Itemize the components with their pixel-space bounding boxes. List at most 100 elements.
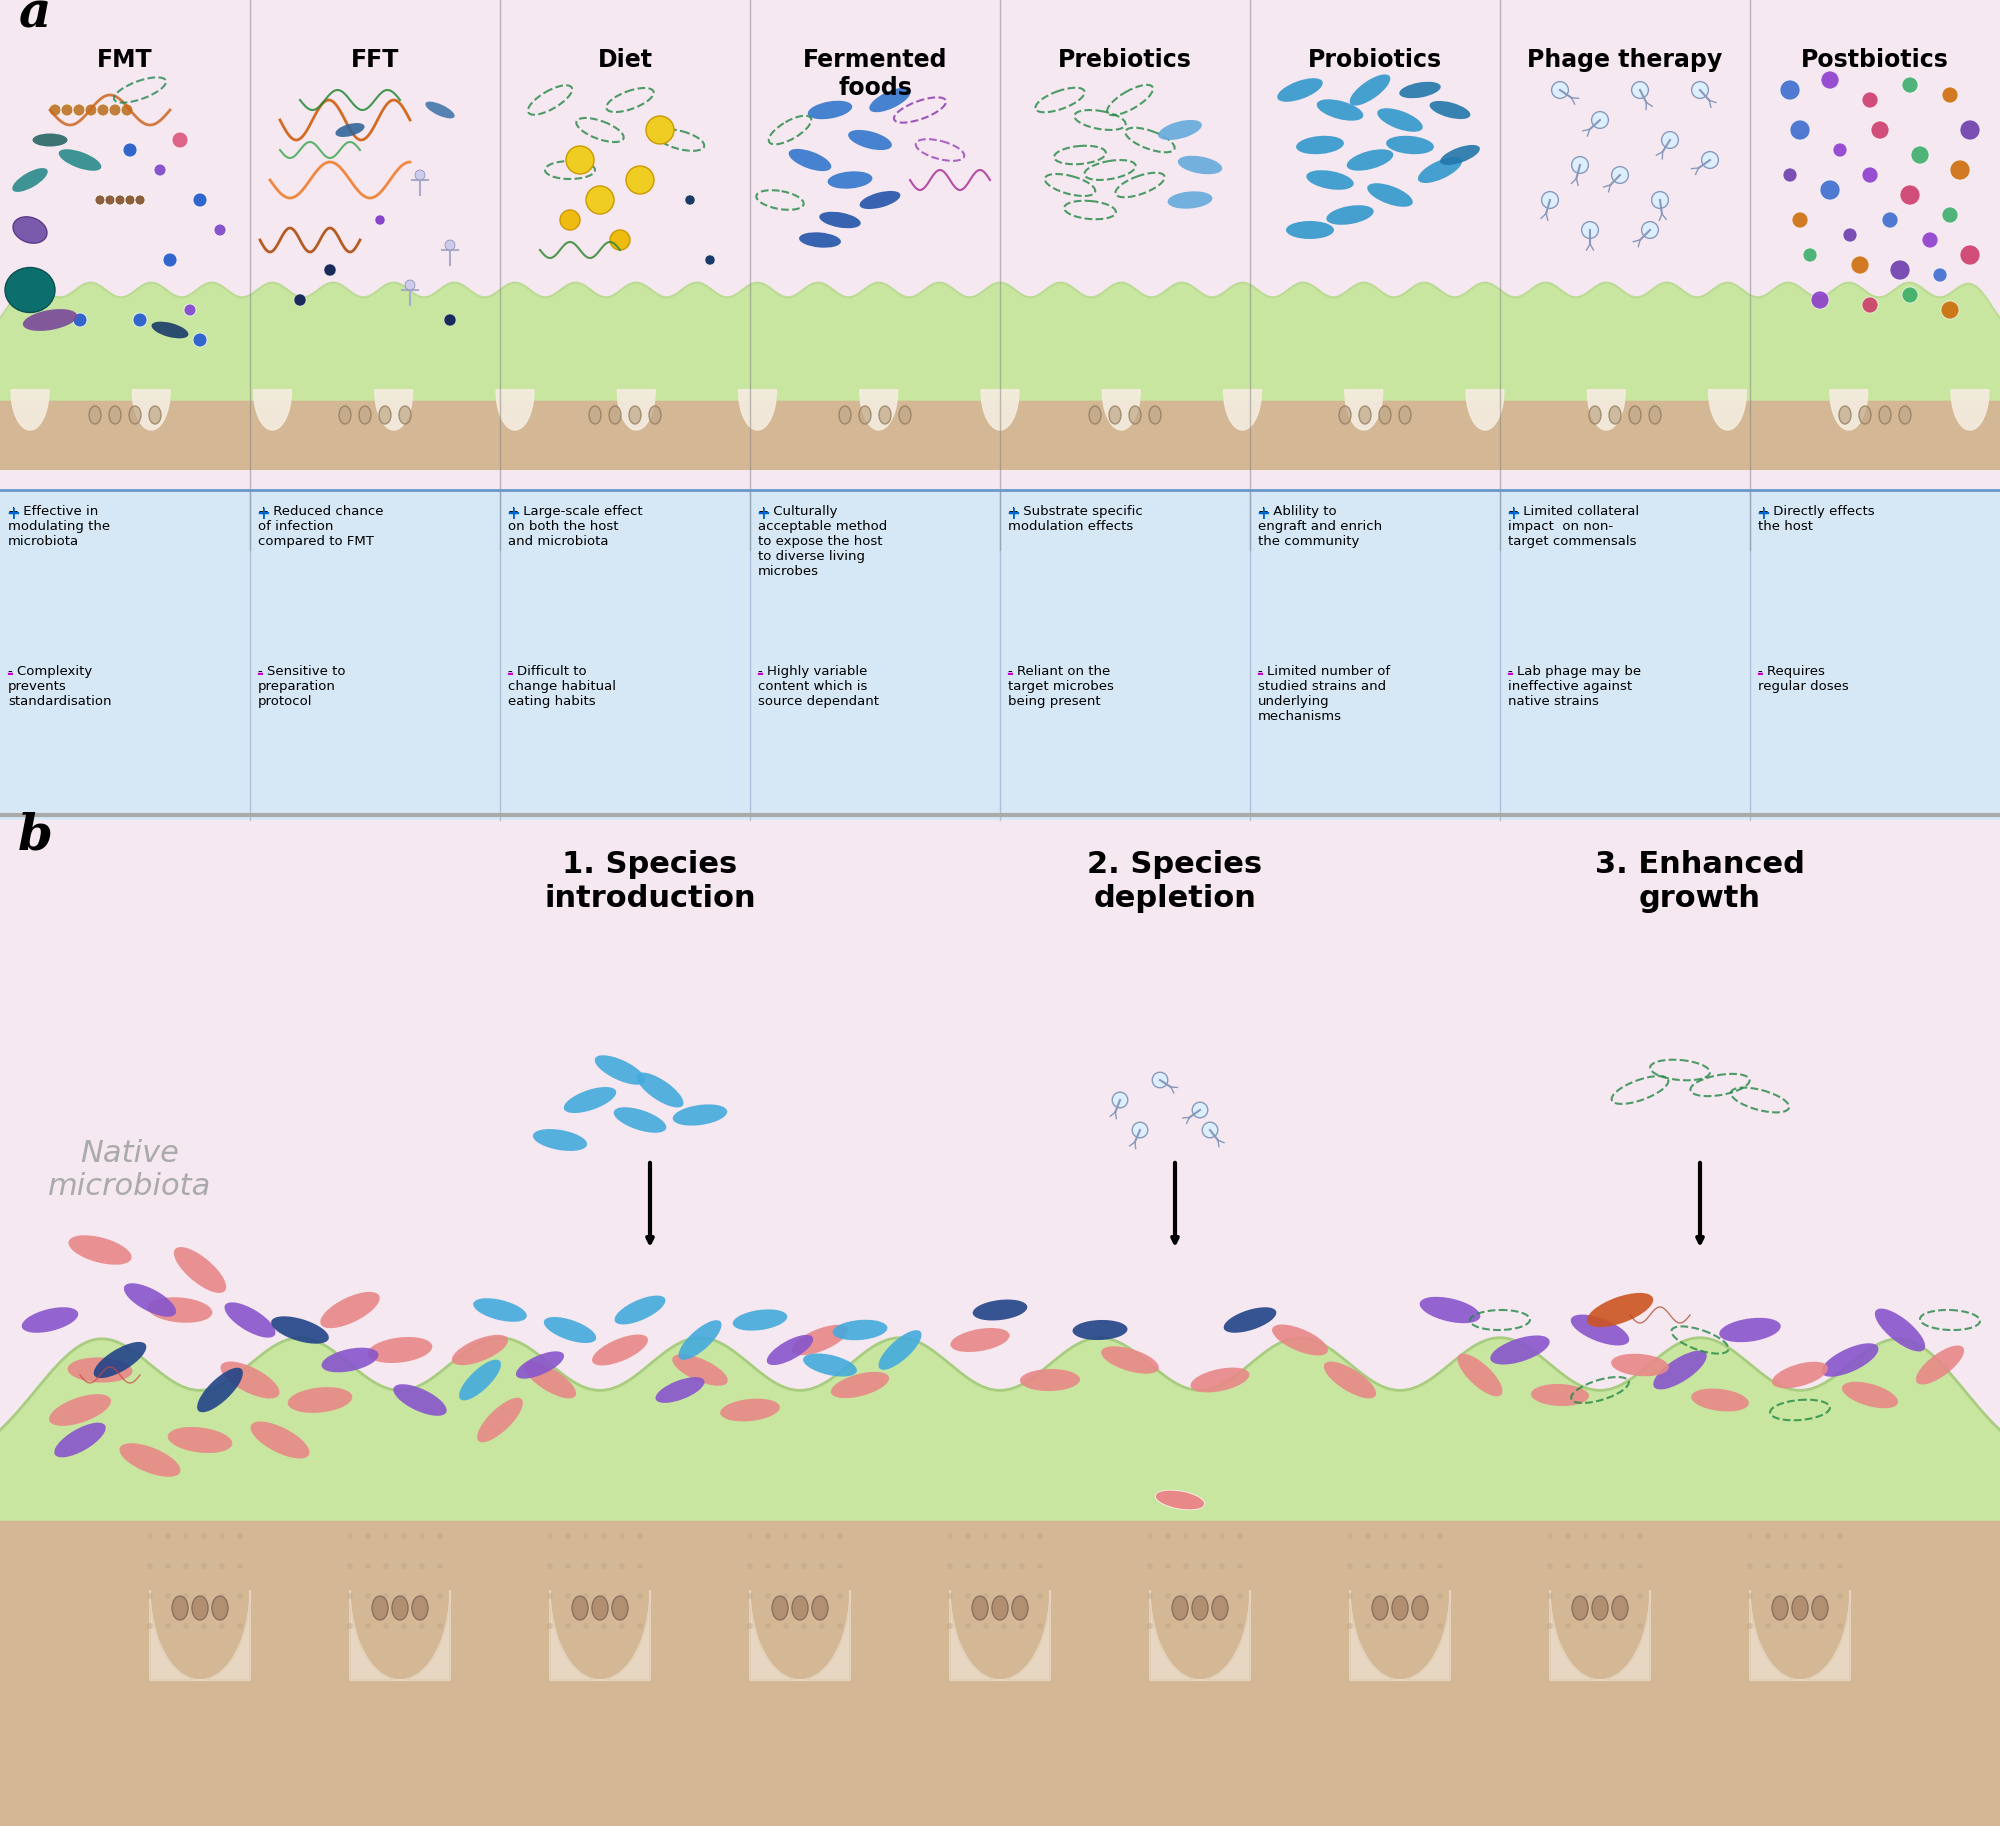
Circle shape (548, 1592, 552, 1600)
Circle shape (1636, 1623, 1644, 1629)
Text: +: + (256, 506, 270, 522)
Circle shape (1920, 230, 1940, 250)
Circle shape (1420, 1563, 1424, 1569)
Ellipse shape (396, 1382, 444, 1419)
Ellipse shape (1592, 1596, 1608, 1620)
Circle shape (364, 1623, 372, 1629)
Circle shape (1436, 1592, 1444, 1600)
Circle shape (548, 1563, 552, 1569)
Ellipse shape (848, 130, 892, 150)
Polygon shape (1344, 391, 1382, 429)
Circle shape (566, 1563, 572, 1569)
Ellipse shape (1346, 150, 1394, 170)
Circle shape (1584, 1592, 1588, 1600)
Circle shape (584, 1623, 588, 1629)
Circle shape (1952, 161, 1968, 179)
Text: - Reliant on the
target microbes
being present: - Reliant on the target microbes being p… (1008, 665, 1114, 708)
Polygon shape (12, 391, 48, 429)
Circle shape (704, 256, 716, 265)
Text: Diet: Diet (598, 47, 652, 71)
Ellipse shape (1158, 121, 1202, 141)
Circle shape (1600, 1534, 1608, 1539)
Circle shape (1348, 1592, 1352, 1600)
Circle shape (764, 1623, 772, 1629)
Circle shape (1748, 1592, 1752, 1600)
Circle shape (1748, 1534, 1752, 1539)
Circle shape (1020, 1534, 1024, 1539)
Circle shape (984, 1534, 988, 1539)
Ellipse shape (820, 212, 860, 228)
Polygon shape (618, 391, 656, 429)
Circle shape (636, 1592, 644, 1600)
Text: +: + (506, 506, 520, 522)
Polygon shape (1750, 1590, 1850, 1680)
Circle shape (148, 1534, 152, 1539)
Circle shape (1636, 1563, 1644, 1569)
Circle shape (108, 104, 120, 117)
Circle shape (444, 314, 456, 327)
Circle shape (800, 1592, 808, 1600)
Circle shape (984, 1623, 988, 1629)
Ellipse shape (1212, 1596, 1228, 1620)
Circle shape (1400, 1623, 1408, 1629)
Ellipse shape (148, 405, 160, 424)
Ellipse shape (294, 1377, 346, 1422)
Ellipse shape (1588, 405, 1600, 424)
Ellipse shape (1196, 1359, 1244, 1402)
Ellipse shape (840, 405, 852, 424)
Circle shape (1002, 1623, 1008, 1629)
Ellipse shape (860, 405, 872, 424)
Ellipse shape (22, 1307, 78, 1331)
Polygon shape (254, 391, 292, 429)
Circle shape (1364, 1563, 1372, 1569)
Polygon shape (1344, 391, 1382, 429)
Ellipse shape (1422, 1293, 1478, 1328)
Ellipse shape (1076, 1311, 1124, 1348)
Circle shape (1862, 91, 1878, 108)
Ellipse shape (1628, 405, 1640, 424)
Circle shape (324, 265, 336, 276)
Bar (0, 1510, 2000, 1826)
Circle shape (1348, 1534, 1352, 1539)
Circle shape (1164, 1592, 1172, 1600)
Ellipse shape (972, 1596, 988, 1620)
Ellipse shape (68, 1234, 132, 1265)
Ellipse shape (834, 1317, 886, 1344)
Circle shape (384, 1534, 388, 1539)
Circle shape (620, 1563, 624, 1569)
Circle shape (1036, 1592, 1044, 1600)
Ellipse shape (870, 88, 910, 111)
Circle shape (1960, 247, 1980, 265)
Circle shape (384, 1563, 388, 1569)
Circle shape (364, 1563, 372, 1569)
Ellipse shape (674, 1328, 726, 1351)
Circle shape (1384, 1534, 1388, 1539)
Circle shape (800, 1563, 808, 1569)
Circle shape (584, 1592, 588, 1600)
Circle shape (1832, 142, 1848, 159)
Circle shape (164, 1623, 172, 1629)
Ellipse shape (978, 1291, 1022, 1329)
Circle shape (1400, 1534, 1408, 1539)
Circle shape (148, 1563, 152, 1569)
Circle shape (1184, 1623, 1188, 1629)
Polygon shape (750, 1590, 850, 1680)
Ellipse shape (218, 1368, 282, 1393)
Text: FFT: FFT (350, 47, 400, 71)
Circle shape (548, 1534, 552, 1539)
Ellipse shape (592, 1596, 608, 1620)
Circle shape (1184, 1534, 1188, 1539)
Ellipse shape (1430, 100, 1470, 119)
Circle shape (1236, 1534, 1244, 1539)
Circle shape (620, 1623, 624, 1629)
Ellipse shape (1772, 1596, 1788, 1620)
Circle shape (820, 1534, 826, 1539)
Circle shape (238, 1534, 244, 1539)
Circle shape (1020, 1592, 1024, 1600)
Circle shape (1584, 1623, 1588, 1629)
Text: + Effective in
modulating the
microbiota: + Effective in modulating the microbiota (8, 506, 110, 548)
Ellipse shape (14, 217, 46, 243)
Ellipse shape (832, 1370, 888, 1401)
Circle shape (348, 1592, 352, 1600)
Ellipse shape (1012, 1596, 1028, 1620)
